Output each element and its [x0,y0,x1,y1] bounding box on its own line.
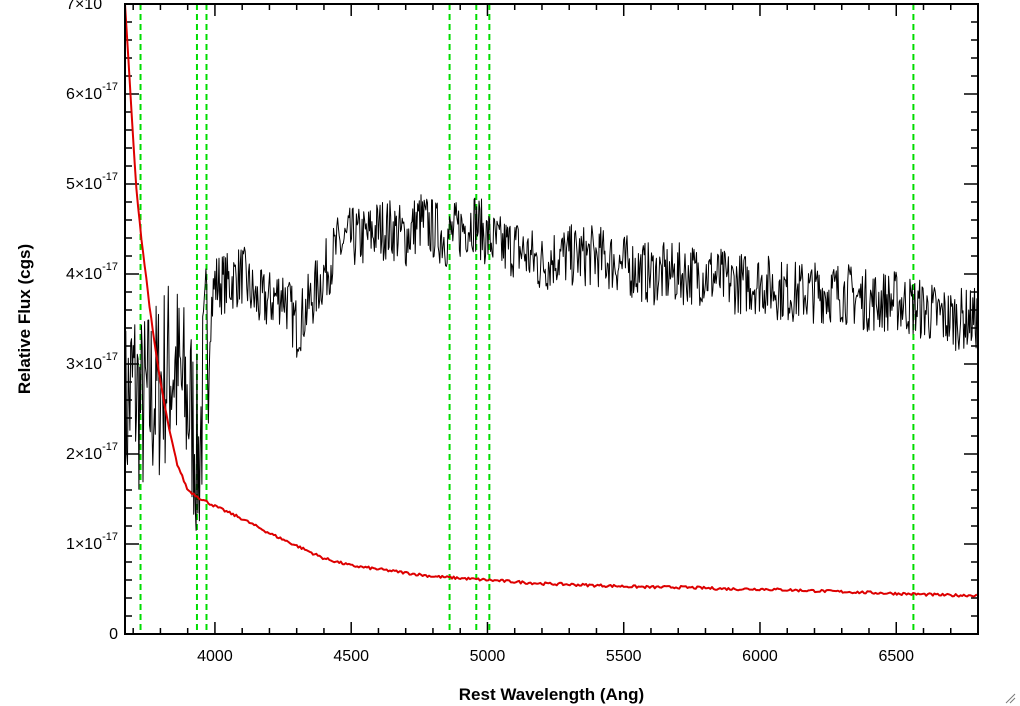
x-axis-title: Rest Wavelength (Ang) [459,685,644,704]
x-tick-label: 6500 [878,648,914,665]
y-tick-label: 3×10-17 [66,351,118,373]
x-tick-label: 4000 [197,648,233,665]
emission-line-markers [139,4,915,634]
y-tick-label: 6×10-17 [66,81,118,103]
spectrum-line [124,194,979,531]
x-tick-label: 5000 [470,648,506,665]
y-tick-label: 1×10-17 [66,531,118,553]
plot-frame [124,3,979,635]
resize-grip-icon[interactable] [1004,692,1016,704]
x-tick-labels: 4000 4500 5000 5500 6000 6500 [197,648,914,665]
y-tick-label: 7×10-17 [66,0,118,13]
axis-ticks [125,3,979,635]
y-tick-label: 0 [109,626,118,643]
error-line [124,4,978,598]
y-tick-label: 5×10-17 [66,171,118,193]
y-tick-label: 2×10-17 [66,441,118,463]
data-series [124,4,979,598]
y-tick-labels: 0 1×10-17 2×10-17 3×10-17 4×10-17 5×10-17 6×10… [66,0,118,643]
x-tick-label: 5500 [606,648,642,665]
x-tick-label: 4500 [333,648,369,665]
y-tick-label: 4×10-17 [66,261,118,283]
x-tick-label: 6000 [742,648,778,665]
y-axis-title: Relative Flux (cgs) [15,244,34,394]
